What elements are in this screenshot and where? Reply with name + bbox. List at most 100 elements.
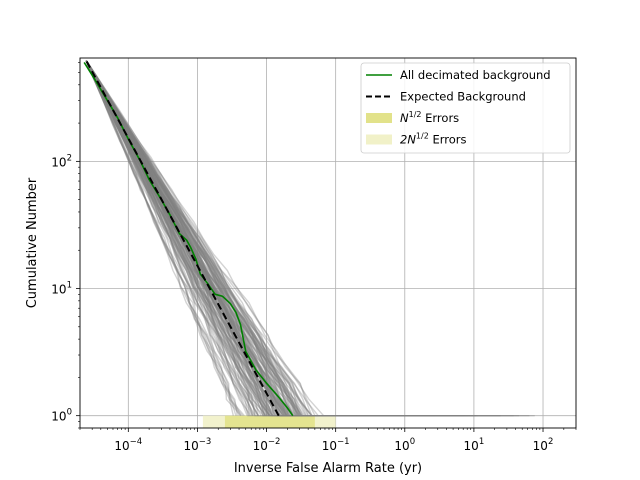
x-tick-mantissa: 10 [394, 439, 409, 453]
background-trial-line [85, 60, 432, 417]
legend-label-base: 2N [400, 133, 416, 147]
legend-label-rest: Errors [421, 111, 459, 125]
background-trial-line [85, 60, 298, 417]
x-tick-label: 10−3 [184, 437, 212, 453]
background-trial-line [85, 60, 450, 417]
y-tick-label: 100 [51, 408, 72, 424]
legend-label-sup: 1/2 [416, 132, 429, 141]
background-trial-line [85, 60, 312, 417]
background-trial-line [85, 60, 266, 416]
background-trial-line [85, 60, 296, 416]
error-bands [202, 415, 336, 428]
background-trial-line [85, 60, 256, 416]
x-tick-label: 102 [533, 437, 554, 453]
x-tick-mantissa: 10 [464, 439, 479, 453]
background-trial-line [85, 60, 294, 417]
background-trial-line [85, 60, 270, 416]
y-tick-exponent: 1 [67, 281, 72, 291]
background-trial-line [85, 60, 307, 417]
background-trial-line [85, 60, 303, 417]
background-trial-line [85, 60, 294, 417]
background-trial-line [85, 60, 294, 417]
background-trial-line [85, 60, 300, 416]
background-trial-line [85, 60, 250, 416]
background-trial-line [85, 60, 268, 416]
background-trial-line [85, 60, 270, 417]
x-tick-exponent: −3 [199, 437, 212, 447]
background-trial-line [85, 60, 292, 417]
y-tick-mantissa: 10 [51, 410, 66, 424]
background-trial-line [85, 60, 298, 416]
background-trial-line [85, 60, 271, 416]
background-trial-line [85, 60, 304, 416]
background-trial-line [85, 60, 252, 417]
x-tick-mantissa: 10 [114, 439, 129, 453]
background-trial-line [85, 60, 271, 417]
background-trial-line [85, 60, 240, 417]
background-trial-line [85, 60, 242, 416]
background-trial-line [85, 60, 238, 416]
background-trial-line [85, 60, 270, 417]
background-trial-line [85, 60, 265, 417]
background-trial-line [85, 60, 301, 417]
background-trial-line [85, 60, 309, 417]
background-trial-line [85, 60, 304, 417]
background-trial-line [85, 60, 259, 416]
x-tick-label: 100 [394, 437, 415, 453]
background-trial-line [85, 60, 274, 417]
x-tick-exponent: −1 [337, 437, 350, 447]
x-tick-exponent: 2 [548, 437, 553, 447]
background-trial-line [85, 60, 274, 417]
background-trial-line [85, 60, 303, 417]
x-tick-exponent: 1 [479, 437, 484, 447]
y-tick-exponent: 2 [67, 153, 72, 163]
legend-label-rest: Errors [429, 133, 467, 147]
background-trial-line [85, 60, 306, 417]
x-tick-mantissa: 10 [322, 439, 337, 453]
background-trial-line [85, 60, 299, 417]
background-trial-line [85, 60, 303, 417]
background-trial-line [85, 60, 295, 417]
x-tick-exponent: −4 [130, 437, 143, 447]
background-trial-line [85, 60, 270, 416]
background-trial-line [85, 60, 302, 417]
grid [80, 58, 576, 428]
y-axis-label: Cumulative Number [25, 177, 40, 308]
background-trial-line [85, 60, 285, 416]
background-trial-line [85, 60, 319, 417]
background-trials [85, 60, 535, 417]
x-tick-mantissa: 10 [184, 439, 199, 453]
background-trial-line [85, 60, 299, 416]
background-trial-line [85, 60, 268, 417]
background-trial-line [85, 60, 295, 417]
y-tick-exponent: 0 [67, 408, 72, 418]
background-trial-line [85, 60, 316, 417]
background-trial-line [85, 60, 291, 417]
background-trial-line [85, 60, 396, 417]
x-tick-label: 10−2 [253, 437, 281, 453]
x-tick-label: 10−1 [322, 437, 350, 453]
background-trial-line [85, 60, 234, 416]
x-tick-mantissa: 10 [533, 439, 548, 453]
expected-background-line [85, 61, 280, 417]
background-trial-line [85, 60, 297, 417]
background-trial-line [85, 60, 259, 417]
x-tick-exponent: 0 [410, 437, 415, 447]
legend-box [360, 62, 571, 154]
background-trial-line [85, 60, 501, 417]
background-trial-line [85, 60, 313, 417]
legend-label-base: N [400, 111, 409, 125]
background-trial-line [85, 60, 302, 416]
background-trial-line [85, 60, 266, 417]
legend-swatch-patch [366, 113, 392, 123]
background-trial-line [85, 60, 245, 417]
background-trial-line [85, 60, 271, 416]
background-trial-line [85, 60, 294, 417]
background-trial-line [85, 60, 248, 416]
legend-swatch-patch [366, 134, 392, 145]
background-trial-line [85, 60, 260, 417]
background-trial-line [85, 60, 255, 416]
background-trial-line [85, 60, 530, 417]
